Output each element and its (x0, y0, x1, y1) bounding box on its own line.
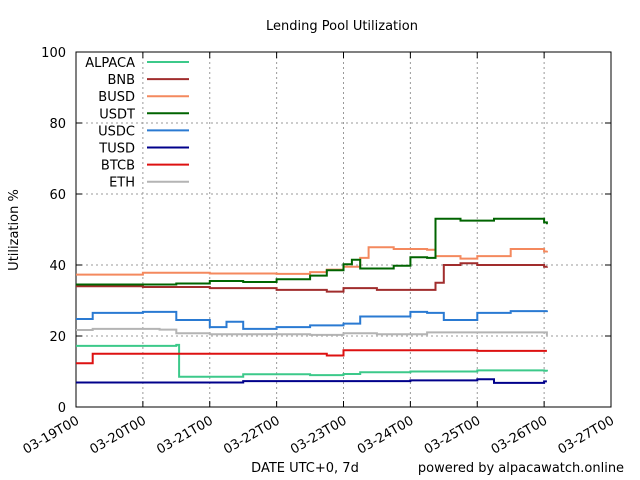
x-tick-label: 03-20T00 (87, 413, 148, 457)
y-tick-label: 60 (49, 188, 66, 203)
y-tick-label: 0 (58, 401, 66, 416)
x-tick-label: 03-26T00 (489, 413, 550, 457)
x-tick-label: 03-27T00 (556, 413, 617, 457)
x-tick-label: 03-25T00 (422, 413, 483, 457)
legend: ALPACA BNB BUSD USDT USDC TUSD BTCB ETH (85, 56, 189, 191)
legend-label-usdt: USDT (99, 107, 135, 122)
series-line-busd (76, 246, 548, 276)
legend-label-alpaca: ALPACA (85, 56, 135, 71)
y-tick-label: 40 (49, 259, 66, 274)
legend-label-busd: BUSD (98, 90, 135, 105)
y-tick-label: 80 (49, 117, 66, 132)
series-line-tusd (76, 378, 547, 384)
y-tick-label: 20 (49, 330, 66, 345)
legend-label-eth: ETH (109, 176, 135, 191)
chart-title: Lending Pool Utilization (266, 19, 418, 34)
footer-credit: powered by alpacawatch.online (418, 461, 624, 476)
legend-label-tusd: TUSD (98, 142, 135, 157)
x-tick-label: 03-23T00 (288, 413, 349, 457)
series-line-usdc (76, 310, 548, 330)
x-tick-label: 03-19T00 (21, 413, 82, 457)
series-lines (76, 217, 548, 384)
x-tick-label: 03-21T00 (154, 413, 215, 457)
series-line-eth (76, 327, 548, 336)
x-tick-label: 03-22T00 (221, 413, 282, 457)
plot-border (75, 51, 612, 408)
y-axis-label: Utilization % (7, 189, 22, 271)
series-line-bnb (76, 262, 548, 293)
legend-label-btcb: BTCB (101, 159, 135, 174)
legend-label-usdc: USDC (98, 124, 135, 139)
x-axis-label: DATE UTC+0, 7d (251, 461, 359, 476)
y-tick-label: 100 (41, 46, 66, 61)
legend-label-bnb: BNB (107, 73, 135, 88)
series-line-btcb (76, 349, 547, 365)
x-tick-label: 03-24T00 (355, 413, 416, 457)
series-line-usdt (76, 217, 548, 286)
series-line-alpaca (76, 343, 548, 378)
